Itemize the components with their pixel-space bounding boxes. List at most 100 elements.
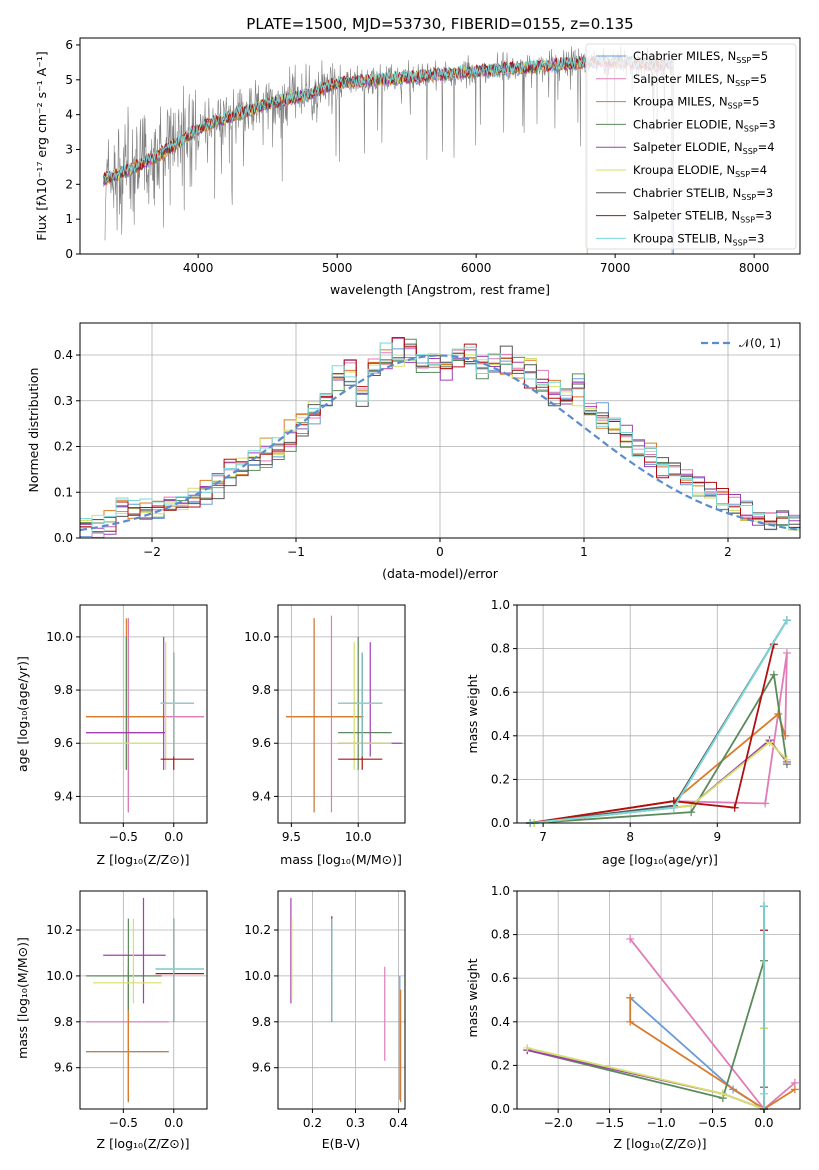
y-tick-label: 4 (65, 108, 73, 122)
y-tick-label: 1.0 (491, 884, 510, 898)
x-tick-label: 2 (724, 545, 732, 559)
y-tick-label: 1.0 (491, 598, 510, 612)
x-tick-label: 7 (539, 830, 547, 844)
weight-point (782, 755, 791, 764)
y-tick-label: 9.8 (54, 1015, 73, 1029)
weight-vs-age-panel: 7 8 9 0.0 0.2 0.4 0.6 0.8 1.0 (491, 598, 801, 844)
y-tick-label: 9.6 (54, 1061, 73, 1075)
y-tick-label: 10.0 (244, 969, 271, 983)
x-tick-label: 8 (626, 830, 634, 844)
x-tick-label: 0 (436, 545, 444, 559)
x-tick-label: 8000 (739, 261, 770, 275)
y-tick-label: 0.0 (54, 531, 73, 545)
x-tick-label: 9.5 (282, 830, 301, 844)
weight-point (761, 799, 770, 808)
legend-box (585, 43, 797, 250)
y-tick-label: 0.6 (491, 685, 510, 699)
y-tick-label: 10.2 (244, 923, 271, 937)
legend-label: Kroupa STELIB, NSSP=3 (633, 231, 764, 247)
x-tick-label: 0.0 (754, 1116, 773, 1130)
y-tick-label: 6 (65, 38, 73, 52)
y-tick-label: 0.1 (54, 485, 73, 499)
y-tick-label: 0.2 (491, 1058, 510, 1072)
y-tick-label: 0.0 (491, 1102, 510, 1116)
weight-point (718, 1089, 727, 1098)
y-tick-label: 0 (65, 247, 73, 261)
residual-histograms (80, 337, 801, 538)
weight-vs-z-ylabel: mass weight (465, 958, 480, 1037)
y-tick-label: 0.0 (491, 816, 510, 830)
x-tick-label: −2.0 (544, 1116, 573, 1130)
y-tick-label: 0.4 (491, 1015, 510, 1029)
y-tick-label: 0.2 (54, 440, 73, 454)
x-tick-label: 4000 (183, 261, 214, 275)
weight-point (759, 902, 768, 911)
age-vs-z-panel: −0.5 0.0 9.4 9.6 9.8 10.0 (46, 604, 208, 844)
y-tick-label: 0.3 (54, 394, 73, 408)
y-tick-label: 0.6 (491, 971, 510, 985)
legend-label: Salpeter STELIB, NSSP=3 (633, 209, 772, 225)
figure-title: PLATE=1500, MJD=53730, FIBERID=0155, z=0… (246, 15, 633, 33)
model-spectrum (103, 55, 674, 254)
y-tick-label: 10.2 (46, 923, 73, 937)
weight-point (782, 616, 791, 625)
y-tick-label: 0.8 (491, 642, 510, 656)
spectrum-ylabel: Flux [fλ10⁻¹⁷ erg cm⁻² s⁻¹ A⁻¹] (34, 51, 49, 240)
weight-point (626, 1017, 635, 1026)
residual-x-ticks: −2 −1 0 1 2 (143, 538, 732, 559)
mass-vs-ebv-xlabel: E(B-V) (322, 1136, 361, 1151)
weight-series-line (529, 643, 775, 824)
weight-series-line (629, 997, 796, 1111)
weight-point (769, 670, 778, 679)
normal-legend-label: 𝒩(0, 1) (739, 336, 781, 350)
y-tick-label: 9.8 (252, 1015, 271, 1029)
y-tick-label: 9.8 (252, 683, 271, 697)
y-tick-label: 9.4 (54, 789, 73, 803)
y-tick-label: 9.6 (252, 1061, 271, 1075)
y-tick-label: 0.4 (491, 729, 510, 743)
spectrum-frame (79, 37, 801, 255)
plot-frame (277, 890, 406, 1110)
x-tick-label: 0.0 (164, 1116, 183, 1130)
weight-point (782, 648, 791, 657)
y-tick-label: 0.8 (491, 928, 510, 942)
residual-panel: −2 −1 0 1 2 0.0 0.1 0.2 0.3 0.4 𝒩(0, 1) (data-mo… (26, 322, 801, 581)
plot-area (517, 891, 800, 1109)
mass-vs-ebv-panel: 0.2 0.3 0.4 9.6 9.8 10.0 10.2 (244, 890, 408, 1130)
x-tick-label: −1 (287, 545, 305, 559)
x-tick-label: 1 (580, 545, 588, 559)
x-tick-label: 9 (713, 830, 721, 844)
x-tick-label: −0.5 (109, 1116, 138, 1130)
legend-label: Chabrier ELODIE, NSSP=3 (633, 117, 776, 133)
residual-y-ticks: 0.0 0.1 0.2 0.3 0.4 (54, 348, 80, 545)
weight-series-line (534, 672, 788, 824)
x-tick-label: 0.4 (389, 1116, 408, 1130)
legend-label: Chabrier STELIB, NSSP=3 (633, 186, 773, 202)
y-tick-label: 10.0 (46, 630, 73, 644)
y-tick-label: 9.6 (252, 736, 271, 750)
plot-frame (79, 890, 208, 1110)
x-tick-label: 0.2 (303, 1116, 322, 1130)
age-vs-mass-xlabel: mass [log₁₀(M/M⊙)] (280, 852, 402, 867)
x-tick-label: 10.0 (345, 830, 372, 844)
x-tick-label: −1.5 (595, 1116, 624, 1130)
legend-label: Salpeter MILES, NSSP=5 (633, 72, 767, 88)
x-tick-label: −0.5 (698, 1116, 727, 1130)
spectrum-panel: Chabrier MILES, NSSP=5 Salpeter MILES, NS… (34, 37, 801, 297)
weight-point (523, 1043, 532, 1052)
normal-curve (79, 354, 801, 532)
legend-label: Kroupa ELODIE, NSSP=4 (633, 163, 767, 179)
x-tick-label: 6000 (461, 261, 492, 275)
weight-point (790, 1085, 799, 1094)
mass-vs-z-xlabel: Z [log₁₀(Z/Z⊙)] (97, 1136, 190, 1151)
weight-point (765, 738, 774, 747)
residual-xlabel: (data-model)/error (382, 566, 499, 581)
plot-frame (516, 604, 801, 824)
age-vs-mass-panel: 9.5 10.0 9.4 9.6 9.8 10.0 (244, 604, 406, 844)
age-vs-z-ylabel: age [log₁₀(age/yr)] (15, 656, 30, 772)
weight-point (774, 710, 783, 718)
weight-point (759, 1089, 768, 1098)
y-tick-label: 0.4 (54, 348, 73, 362)
plot-frame (79, 604, 208, 824)
